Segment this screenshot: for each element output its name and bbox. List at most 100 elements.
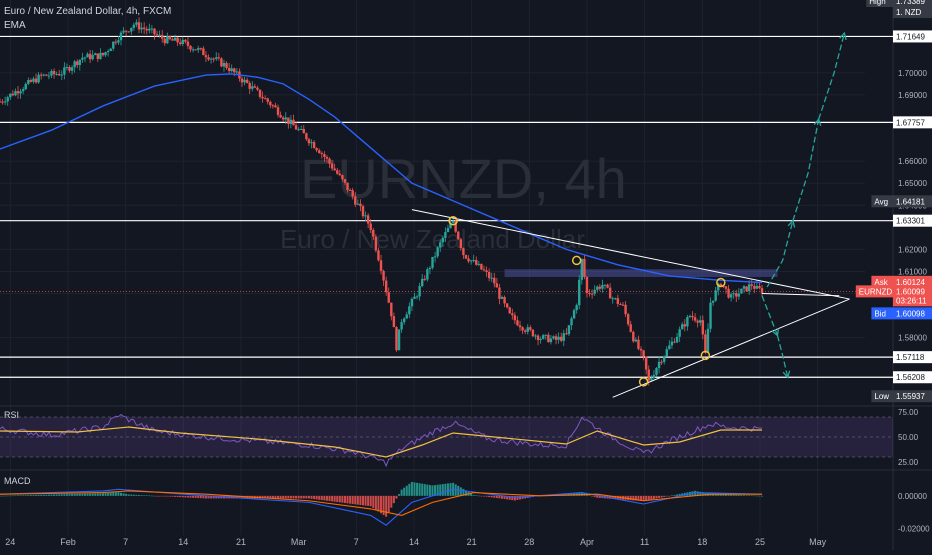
candle-body	[614, 298, 617, 300]
macd-histogram-bar	[367, 495, 370, 506]
candle-body	[428, 267, 432, 270]
macd-label[interactable]: MACD	[4, 476, 31, 486]
low-tag-value: 1.55937	[896, 392, 925, 401]
macd-histogram-bar	[719, 494, 722, 496]
macd-histogram-bar	[171, 495, 174, 497]
candle-body	[624, 304, 627, 315]
macd-histogram-bar	[189, 495, 192, 498]
candle-body	[753, 285, 756, 289]
candle-body	[230, 68, 233, 72]
macd-histogram-bar	[629, 495, 632, 501]
macd-histogram-bar	[114, 492, 117, 496]
macd-histogram-bar	[284, 495, 287, 499]
macd-histogram-bar	[421, 483, 424, 496]
rsi-label[interactable]: RSI	[4, 410, 20, 420]
macd-histogram-bar	[318, 495, 321, 500]
candle-body	[436, 247, 439, 257]
macd-histogram-bar	[333, 495, 336, 502]
indicator-label-ema[interactable]: EMA	[4, 20, 26, 31]
candle-body	[302, 128, 305, 134]
candle-body	[328, 158, 331, 164]
avg-tag-value: 1.64181	[896, 197, 925, 206]
candle-body	[529, 327, 532, 330]
bid-tag-value-bg	[893, 307, 932, 320]
projection-arrow	[766, 220, 794, 288]
candle-body	[650, 378, 653, 381]
candle-body	[693, 317, 697, 321]
macd-histogram-bar	[634, 495, 637, 501]
macd-histogram-bar	[694, 490, 697, 496]
candle-body	[513, 315, 517, 321]
candle-body	[642, 350, 645, 357]
candle-body	[516, 320, 519, 326]
candle-body	[549, 338, 553, 343]
macd-histogram-bar	[449, 483, 452, 496]
pivot-marker	[638, 377, 649, 387]
high-tag-label: High	[869, 0, 885, 6]
candle-body	[675, 336, 679, 343]
rsi-tick-label: 50.00	[898, 433, 919, 442]
candle-body	[384, 280, 388, 293]
macd-pane[interactable]	[0, 481, 764, 526]
candle-body	[47, 75, 51, 77]
candle-body	[256, 87, 259, 90]
candle-body	[166, 36, 169, 44]
macd-histogram-bar	[210, 495, 213, 499]
macd-histogram-bar	[441, 484, 444, 496]
candle-body	[572, 310, 576, 319]
candle-body	[78, 59, 82, 66]
candle-body	[122, 30, 125, 33]
candle-body	[441, 237, 444, 243]
price-pane[interactable]	[0, 17, 893, 398]
candle-body	[446, 228, 450, 233]
candle-body	[233, 68, 236, 73]
macd-histogram-bar	[71, 494, 74, 496]
candle-body	[65, 67, 69, 69]
macd-histogram-bar	[665, 495, 668, 497]
macd-histogram-bar	[681, 493, 684, 496]
rsi-pane[interactable]	[0, 413, 893, 468]
macd-histogram-bar	[722, 494, 725, 496]
macd-histogram-bar	[611, 495, 614, 499]
level-tag-bg	[893, 351, 932, 364]
macd-histogram-bar	[63, 494, 66, 496]
candle-body	[480, 263, 483, 270]
candle-body	[402, 318, 406, 323]
macd-histogram-bar	[207, 495, 210, 499]
candle-body	[729, 294, 733, 298]
macd-histogram-bar	[109, 492, 112, 496]
ask-tag-label-bg	[871, 275, 893, 288]
candle-body	[449, 222, 452, 229]
candle-body	[153, 28, 156, 35]
pivot-marker	[716, 277, 726, 288]
macd-histogram-bar	[24, 495, 27, 496]
last-tag-value: 1.60099	[896, 287, 925, 296]
macd-histogram-bar	[179, 495, 182, 498]
macd-histogram-bar	[240, 495, 243, 499]
candle-body	[60, 74, 63, 76]
candle-body	[634, 339, 638, 342]
macd-histogram-bar	[117, 492, 120, 496]
macd-histogram-bar	[184, 495, 187, 498]
macd-histogram-bar	[42, 494, 45, 496]
candle-body	[742, 286, 746, 289]
macd-histogram-bar	[351, 495, 354, 504]
macd-histogram-bar	[89, 493, 92, 496]
macd-histogram-bar	[714, 494, 717, 496]
candle-body	[711, 300, 715, 303]
candle-body	[567, 325, 571, 335]
candle-body	[171, 39, 174, 41]
candle-body	[544, 334, 547, 336]
candle-body	[279, 114, 282, 118]
macd-histogram-bar	[297, 495, 300, 499]
macd-histogram-bar	[724, 494, 727, 496]
macd-histogram-bar	[477, 495, 480, 497]
candle-body	[578, 279, 581, 306]
macd-histogram-bar	[359, 495, 362, 505]
level-tag-bg	[893, 214, 932, 227]
macd-histogram-bar	[138, 494, 141, 496]
candle-body	[397, 329, 401, 351]
macd-histogram-bar	[503, 495, 506, 500]
macd-histogram-bar	[313, 495, 316, 500]
